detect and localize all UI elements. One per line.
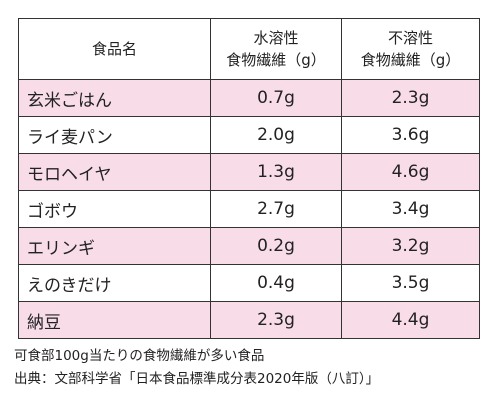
fiber-value: 3.2g — [341, 227, 480, 265]
header-line: 水溶性 — [253, 29, 299, 47]
header-cell: 水溶性食物繊維（g） — [210, 18, 342, 80]
food-name: えのきだけ — [18, 264, 211, 302]
notes: 可食部100g当たりの食物繊維が多い食品出典：文部科学省「日本食品標準成分表20… — [14, 345, 379, 391]
fiber-value: 1.3g — [210, 153, 342, 191]
fiber-value: 0.7g — [210, 79, 342, 117]
note-line: 出典：文部科学省「日本食品標準成分表2020年版（八訂）」 — [14, 371, 380, 387]
food-name: モロヘイヤ — [18, 153, 211, 191]
note-line: 可食部100g当たりの食物繊維が多い食品 — [14, 348, 265, 364]
table-row: 玄米ごはん 0.7g 2.3g — [18, 79, 480, 117]
fiber-value: 3.6g — [341, 116, 480, 154]
fiber-value: 3.4g — [341, 190, 480, 228]
table-row: ライ麦パン 2.0g 3.6g — [18, 116, 480, 154]
fiber-value: 0.2g — [210, 227, 342, 265]
table-row: ゴボウ 2.7g 3.4g — [18, 190, 480, 228]
header-cell: 不溶性食物繊維（g） — [341, 18, 480, 80]
fiber-value: 2.7g — [210, 190, 342, 228]
header-line: 食物繊維（g） — [226, 51, 326, 69]
header-line: 不溶性 — [387, 29, 433, 47]
food-name: ライ麦パン — [18, 116, 211, 154]
table-row: 納豆 2.3g 4.4g — [18, 301, 480, 339]
food-name: エリンギ — [18, 227, 211, 265]
fiber-value: 0.4g — [210, 264, 342, 302]
fiber-table: 食品名 水溶性 食物繊維（g） 不溶性 食物繊維（g） 玄米ごはん 0.7g 2.3g ライ麦… — [18, 18, 480, 339]
food-name: 納豆 — [18, 301, 211, 339]
header-row: 食品名 水溶性 食物繊維（g） 不溶性 食物繊維（g） — [18, 18, 480, 80]
header-line: 食品名 — [91, 40, 137, 58]
header-cell: 食品名 — [18, 18, 211, 80]
food-name: 玄米ごはん — [18, 79, 211, 117]
table-body: 玄米ごはん 0.7g 2.3g ライ麦パン 2.0g 3.6g モロヘイヤ 1.3g 4.6g ゴ… — [18, 79, 480, 339]
table-row: えのきだけ 0.4g 3.5g — [18, 264, 480, 302]
fiber-value: 4.6g — [341, 153, 480, 191]
fiber-value: 3.5g — [341, 264, 480, 302]
header-line: 食物繊維（g） — [360, 51, 461, 69]
table-row: モロヘイヤ 1.3g 4.6g — [18, 153, 480, 191]
fiber-value: 2.3g — [210, 301, 342, 339]
fiber-value: 2.3g — [341, 79, 480, 117]
fiber-value: 4.4g — [341, 301, 480, 339]
fiber-value: 2.0g — [210, 116, 342, 154]
food-name: ゴボウ — [18, 190, 211, 228]
table-row: エリンギ 0.2g 3.2g — [18, 227, 480, 265]
